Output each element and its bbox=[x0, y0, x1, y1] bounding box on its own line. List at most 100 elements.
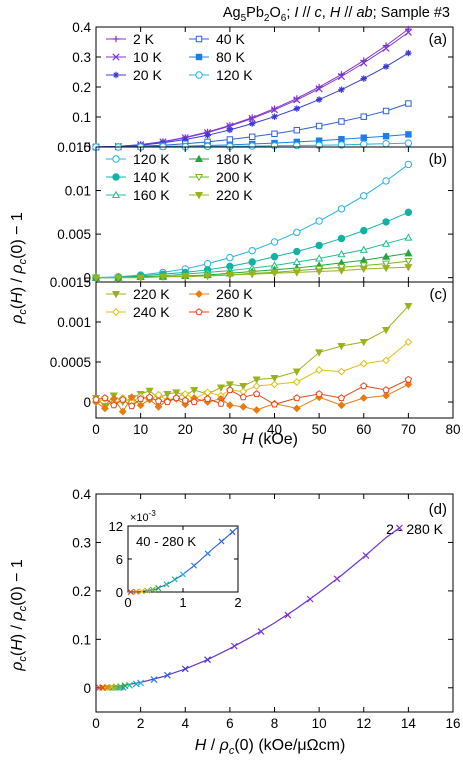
legend-label: 80 K bbox=[216, 49, 245, 65]
data-point bbox=[315, 268, 324, 276]
legend-label: 200 K bbox=[216, 169, 253, 185]
data-point bbox=[293, 247, 301, 256]
data-point bbox=[128, 402, 136, 410]
data-point bbox=[248, 133, 256, 141]
data-point bbox=[154, 397, 163, 405]
y-tick-label: 0.3 bbox=[72, 50, 91, 65]
data-point bbox=[382, 239, 391, 247]
x-tick-label: 12 bbox=[356, 716, 371, 731]
data-point bbox=[337, 264, 346, 272]
data-point bbox=[284, 611, 292, 619]
data-point bbox=[359, 338, 368, 347]
data-point bbox=[225, 381, 234, 389]
data-point bbox=[404, 28, 412, 37]
legend-label: 220 K bbox=[133, 286, 170, 302]
data-point bbox=[404, 380, 413, 389]
legend-entry: 10 K bbox=[106, 49, 162, 65]
x-tick-label: 10 bbox=[312, 716, 327, 731]
data-point bbox=[338, 86, 345, 93]
data-point bbox=[315, 96, 323, 103]
data-point bbox=[360, 134, 367, 141]
data-point bbox=[382, 177, 390, 185]
legend-entry: 160 K bbox=[106, 187, 170, 203]
data-point bbox=[337, 367, 346, 376]
data-point bbox=[382, 326, 391, 335]
inset-data-point bbox=[133, 588, 140, 595]
data-point bbox=[253, 390, 261, 398]
x-tick-label: 6 bbox=[226, 716, 234, 731]
x-tick-label: 80 bbox=[445, 422, 460, 437]
data-point bbox=[163, 398, 172, 406]
legend-entry: 80 K bbox=[189, 49, 245, 65]
inset-y-tick-label: 6 bbox=[116, 552, 123, 567]
legend-marker bbox=[194, 154, 204, 163]
data-point bbox=[248, 271, 257, 279]
data-point bbox=[270, 253, 279, 261]
data-point bbox=[203, 142, 212, 151]
data-point bbox=[136, 274, 145, 282]
legend-entry: 180 K bbox=[189, 151, 253, 167]
inset-scale-label: ×10-3 bbox=[130, 509, 156, 524]
legend-entry: 40 K bbox=[189, 31, 245, 47]
data-point bbox=[172, 394, 180, 402]
legend-entry: 120 K bbox=[189, 67, 253, 83]
data-point bbox=[226, 126, 234, 134]
data-point bbox=[382, 132, 390, 140]
data-point bbox=[382, 391, 390, 400]
data-point bbox=[292, 368, 301, 376]
data-point bbox=[270, 380, 279, 389]
data-point bbox=[226, 136, 234, 143]
legend-label: 140 K bbox=[133, 169, 170, 185]
data-point bbox=[315, 254, 324, 262]
data-point bbox=[382, 386, 390, 394]
data-point bbox=[315, 217, 323, 225]
data-point bbox=[190, 386, 199, 395]
panel-label: (c) bbox=[430, 286, 448, 303]
data-point bbox=[404, 233, 413, 241]
data-point bbox=[315, 390, 323, 398]
legend-marker bbox=[195, 53, 203, 61]
y-axis-label-d: ρc(H) / ρc(0) − 1 bbox=[9, 559, 29, 672]
panel-label: (a) bbox=[429, 31, 447, 48]
y-tick-label: 0.005 bbox=[57, 227, 91, 242]
data-point bbox=[119, 395, 127, 403]
x-tick-label: 0 bbox=[92, 716, 100, 731]
data-point bbox=[181, 273, 190, 282]
data-point bbox=[405, 49, 412, 57]
inset-data-point bbox=[171, 576, 178, 583]
data-point bbox=[382, 218, 390, 226]
legend-entry: 240 K bbox=[106, 304, 170, 320]
legend-label: 180 K bbox=[216, 151, 253, 167]
inset-label: 40 - 280 K bbox=[136, 534, 196, 549]
data-point bbox=[404, 375, 413, 383]
data-point bbox=[163, 390, 172, 399]
data-point bbox=[382, 265, 391, 273]
data-point bbox=[359, 359, 368, 368]
legend-marker bbox=[112, 35, 120, 43]
inset-frame bbox=[127, 525, 239, 593]
data-point bbox=[315, 241, 323, 250]
data-point bbox=[337, 394, 346, 402]
data-point bbox=[337, 205, 346, 213]
inset-data-point bbox=[138, 588, 145, 595]
panel-a: 0 0.1 0.2 0.3 0.4 (a) 2 K 10 K 20 K 40 K 80 K 120 K bbox=[72, 20, 454, 155]
data-point bbox=[204, 656, 211, 664]
data-point bbox=[359, 262, 368, 270]
legend-marker bbox=[111, 190, 121, 199]
data-point bbox=[252, 376, 261, 384]
data-point bbox=[292, 378, 301, 386]
inset-data-point bbox=[179, 571, 187, 578]
data-point bbox=[382, 356, 390, 365]
y-axis-label-top: ρc(H) / ρc(0) − 1 bbox=[9, 212, 29, 325]
data-point bbox=[270, 400, 279, 408]
data-point bbox=[248, 142, 256, 150]
y-tick-label: 0.3 bbox=[72, 535, 91, 550]
y-tick-label: 0 bbox=[83, 271, 91, 286]
legend-marker bbox=[112, 71, 120, 79]
data-point bbox=[270, 270, 279, 278]
panel-c: 0 0.0005 0.001 0.0015 0 10 20 30 40 50 60 70 80 (c) 22… bbox=[50, 275, 461, 437]
data-point bbox=[337, 234, 346, 243]
data-point bbox=[158, 273, 167, 282]
data-point bbox=[404, 249, 413, 257]
data-point bbox=[181, 396, 189, 404]
